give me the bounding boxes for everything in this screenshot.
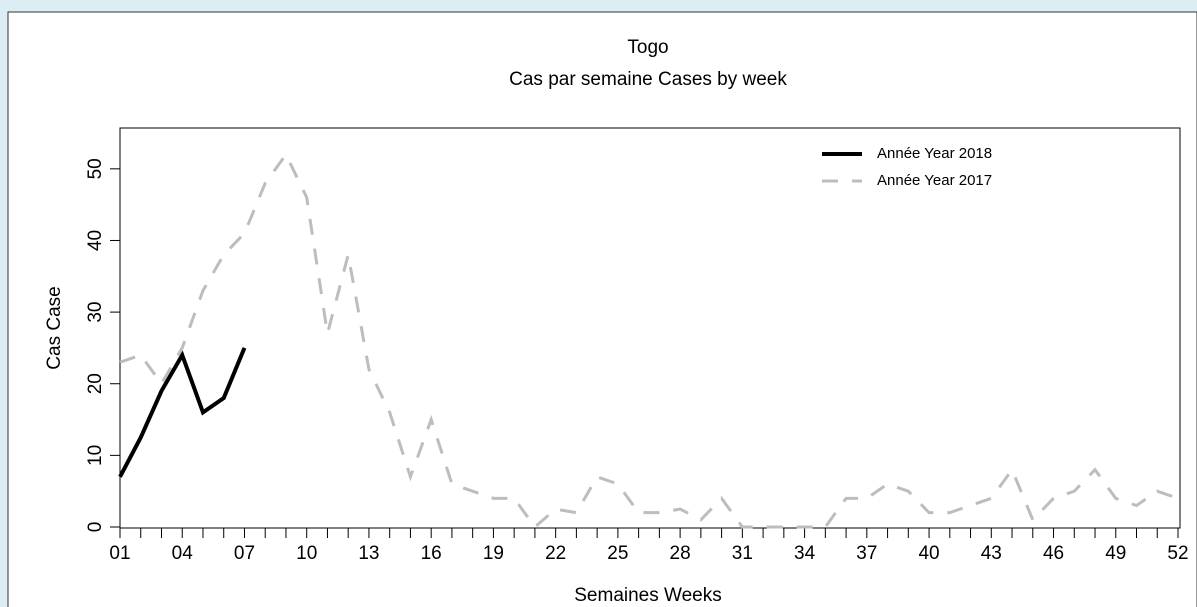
series-line bbox=[118, 347, 247, 478]
x-tick-label: 07 bbox=[234, 543, 255, 564]
x-tick-label: 19 bbox=[483, 543, 504, 564]
chart-title: Togo bbox=[627, 37, 668, 58]
y-tick-label: 10 bbox=[85, 445, 106, 466]
y-tick-label: 20 bbox=[85, 373, 106, 394]
x-tick-label: 49 bbox=[1105, 543, 1126, 564]
plot-box bbox=[119, 127, 1181, 529]
x-tick-label: 46 bbox=[1043, 543, 1064, 564]
x-tick-label: 13 bbox=[358, 543, 379, 564]
x-tick-label: 10 bbox=[296, 543, 317, 564]
x-axis-label: Semaines Weeks bbox=[574, 585, 722, 606]
series-line bbox=[119, 151, 1179, 530]
x-tick-label: 04 bbox=[172, 543, 194, 564]
y-tick-label: 40 bbox=[85, 230, 106, 251]
x-tick-label: 25 bbox=[607, 543, 628, 564]
x-tick-label: 22 bbox=[545, 543, 566, 564]
y-tick-label: 50 bbox=[85, 158, 106, 179]
legend-label: Année Year 2018 bbox=[877, 145, 992, 162]
x-tick-label: 34 bbox=[794, 543, 816, 564]
x-tick-label: 31 bbox=[732, 543, 753, 564]
x-tick-label: 01 bbox=[109, 543, 130, 564]
x-tick-label: 40 bbox=[918, 543, 939, 564]
panel bbox=[7, 11, 1197, 607]
x-tick-label: 37 bbox=[856, 543, 877, 564]
y-axis-label: Cas Case bbox=[44, 286, 65, 369]
x-tick-label: 43 bbox=[981, 543, 1002, 564]
x-tick-label: 28 bbox=[670, 543, 691, 564]
legend-label: Année Year 2017 bbox=[877, 172, 992, 189]
x-tick-label: 52 bbox=[1167, 543, 1188, 564]
chart-subtitle: Cas par semaine Cases by week bbox=[509, 69, 787, 90]
y-tick-label: 0 bbox=[85, 522, 106, 533]
y-tick-label: 30 bbox=[85, 302, 106, 323]
x-tick-label: 16 bbox=[421, 543, 442, 564]
